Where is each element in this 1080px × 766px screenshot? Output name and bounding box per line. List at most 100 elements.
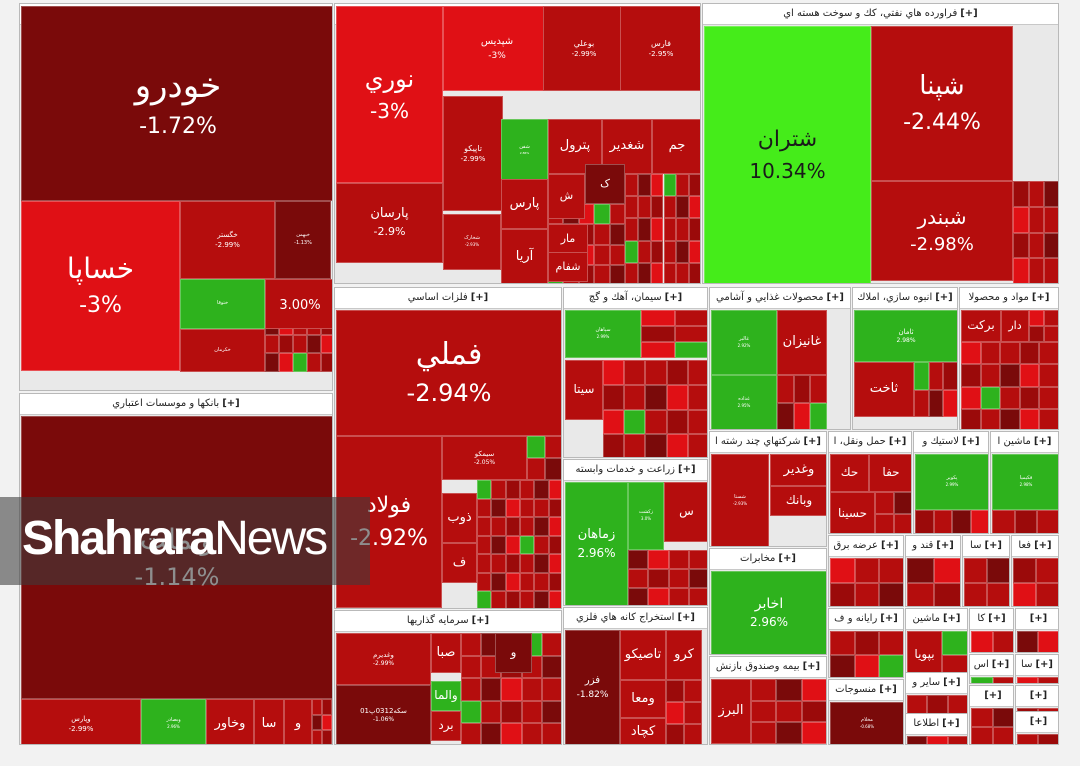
minor-stock-tile[interactable] <box>625 262 638 283</box>
minor-stock-tile[interactable] <box>675 342 707 358</box>
minor-stock-tile[interactable] <box>854 655 880 677</box>
minor-stock-tile[interactable] <box>505 498 520 518</box>
minor-stock-tile[interactable] <box>461 678 482 701</box>
stock-tile[interactable]: ذوب <box>442 493 477 543</box>
minor-stock-tile[interactable] <box>520 572 535 592</box>
minor-stock-tile[interactable] <box>947 736 967 744</box>
minor-stock-tile[interactable] <box>1028 206 1045 233</box>
minor-stock-tile[interactable] <box>1013 181 1029 207</box>
minor-stock-tile[interactable] <box>992 727 1013 744</box>
minor-stock-tile[interactable] <box>684 724 702 744</box>
minor-stock-tile[interactable] <box>992 510 1015 533</box>
minor-stock-tile[interactable] <box>1013 258 1029 283</box>
stock-tile[interactable]: شپنا -2.44% <box>871 26 1013 181</box>
stock-tile[interactable]: سپاهان 2.99% <box>565 310 641 358</box>
minor-stock-tile[interactable] <box>688 569 707 588</box>
minor-stock-tile[interactable] <box>307 353 321 372</box>
minor-stock-tile[interactable] <box>650 218 664 241</box>
minor-stock-tile[interactable] <box>751 722 777 744</box>
minor-stock-tile[interactable] <box>624 360 646 385</box>
minor-stock-tile[interactable] <box>810 375 827 403</box>
minor-stock-tile[interactable] <box>1017 631 1038 652</box>
minor-stock-tile[interactable] <box>520 517 535 536</box>
expand-icon[interactable]: [+] <box>222 398 240 409</box>
minor-stock-tile[interactable] <box>915 510 934 533</box>
minor-stock-tile[interactable] <box>624 409 646 435</box>
stock-tile[interactable]: برکت <box>961 310 1001 342</box>
stock-tile[interactable]: س <box>664 482 707 542</box>
minor-stock-tile[interactable] <box>1013 583 1036 606</box>
minor-stock-tile[interactable] <box>666 702 684 724</box>
minor-stock-tile[interactable] <box>293 353 307 372</box>
stock-tile[interactable]: البرز <box>711 679 751 744</box>
minor-stock-tile[interactable] <box>675 326 707 342</box>
minor-stock-tile[interactable] <box>961 408 981 429</box>
minor-stock-tile[interactable] <box>477 572 492 592</box>
stock-tile[interactable]: كرو <box>666 630 702 680</box>
minor-stock-tile[interactable] <box>992 708 1013 727</box>
minor-stock-tile[interactable] <box>625 174 638 197</box>
sector-header[interactable]: [+]عرضه برق <box>829 536 903 557</box>
minor-stock-tile[interactable] <box>625 196 638 219</box>
minor-stock-tile[interactable] <box>971 631 993 652</box>
minor-stock-tile[interactable] <box>520 498 535 518</box>
minor-stock-tile[interactable] <box>534 535 549 555</box>
sector-header[interactable]: [+]منسوجات <box>829 680 903 701</box>
minor-stock-tile[interactable] <box>1017 734 1038 744</box>
minor-stock-tile[interactable] <box>1044 258 1058 283</box>
expand-icon[interactable]: [+] <box>960 8 978 19</box>
minor-stock-tile[interactable] <box>520 591 535 608</box>
stock-tile[interactable]: شفن 2.86% <box>501 119 548 181</box>
minor-stock-tile[interactable] <box>534 572 549 592</box>
stock-tile[interactable]: فکيمیا 2.98% <box>992 454 1058 510</box>
stock-tile[interactable]: خودرو -1.72% <box>21 6 332 201</box>
minor-stock-tile[interactable] <box>609 204 625 225</box>
stock-tile[interactable]: خکرمان <box>180 329 265 372</box>
minor-stock-tile[interactable] <box>321 353 332 372</box>
stock-tile[interactable]: سيتا <box>565 360 603 420</box>
minor-stock-tile[interactable] <box>641 342 675 358</box>
minor-stock-tile[interactable] <box>934 583 960 606</box>
minor-stock-tile[interactable] <box>477 554 492 573</box>
minor-stock-tile[interactable] <box>641 310 675 326</box>
sector-header[interactable]: [+]شركتهاي چند رشته ا <box>710 432 826 453</box>
stock-tile[interactable]: خبهمن -1.13% <box>275 201 331 279</box>
minor-stock-tile[interactable] <box>1038 677 1058 683</box>
minor-stock-tile[interactable] <box>776 700 802 723</box>
stock-tile[interactable]: پارسان -2.9% <box>336 183 443 263</box>
minor-stock-tile[interactable] <box>1039 364 1058 387</box>
minor-stock-tile[interactable] <box>637 174 651 197</box>
stock-tile[interactable]: شپدیس -3% <box>443 6 551 91</box>
minor-stock-tile[interactable] <box>594 204 610 225</box>
expand-icon[interactable]: [+] <box>470 292 489 303</box>
minor-stock-tile[interactable] <box>603 384 625 410</box>
minor-stock-tile[interactable] <box>987 558 1009 583</box>
minor-stock-tile[interactable] <box>1044 310 1058 326</box>
minor-stock-tile[interactable] <box>1038 734 1058 744</box>
minor-stock-tile[interactable] <box>650 196 664 219</box>
minor-stock-tile[interactable] <box>987 583 1009 606</box>
minor-stock-tile[interactable] <box>793 403 811 429</box>
sector-header[interactable]: [+]انبوه سازي، املاك <box>853 288 957 309</box>
expand-icon[interactable]: [+] <box>1031 292 1050 303</box>
expand-icon[interactable]: [+] <box>826 292 844 303</box>
minor-stock-tile[interactable] <box>609 224 625 245</box>
minor-stock-tile[interactable] <box>541 655 561 679</box>
sector-header[interactable]: [+]سا <box>1016 655 1058 676</box>
minor-stock-tile[interactable] <box>481 723 502 744</box>
minor-stock-tile[interactable] <box>1000 364 1020 387</box>
stock-tile[interactable]: فملي -2.94% <box>336 310 561 436</box>
minor-stock-tile[interactable] <box>1019 386 1040 409</box>
minor-stock-tile[interactable] <box>461 700 482 724</box>
minor-stock-tile[interactable] <box>1019 342 1040 365</box>
minor-stock-tile[interactable] <box>594 224 610 245</box>
minor-stock-tile[interactable] <box>322 699 332 715</box>
stock-tile[interactable]: والما <box>431 681 461 711</box>
minor-stock-tile[interactable] <box>980 364 1001 387</box>
stock-tile[interactable]: پارس <box>501 179 548 229</box>
minor-stock-tile[interactable] <box>1000 408 1020 429</box>
expand-icon[interactable]: [+] <box>962 436 980 447</box>
minor-stock-tile[interactable] <box>534 554 549 573</box>
expand-icon[interactable]: [+] <box>988 613 1006 624</box>
minor-stock-tile[interactable] <box>907 558 934 583</box>
